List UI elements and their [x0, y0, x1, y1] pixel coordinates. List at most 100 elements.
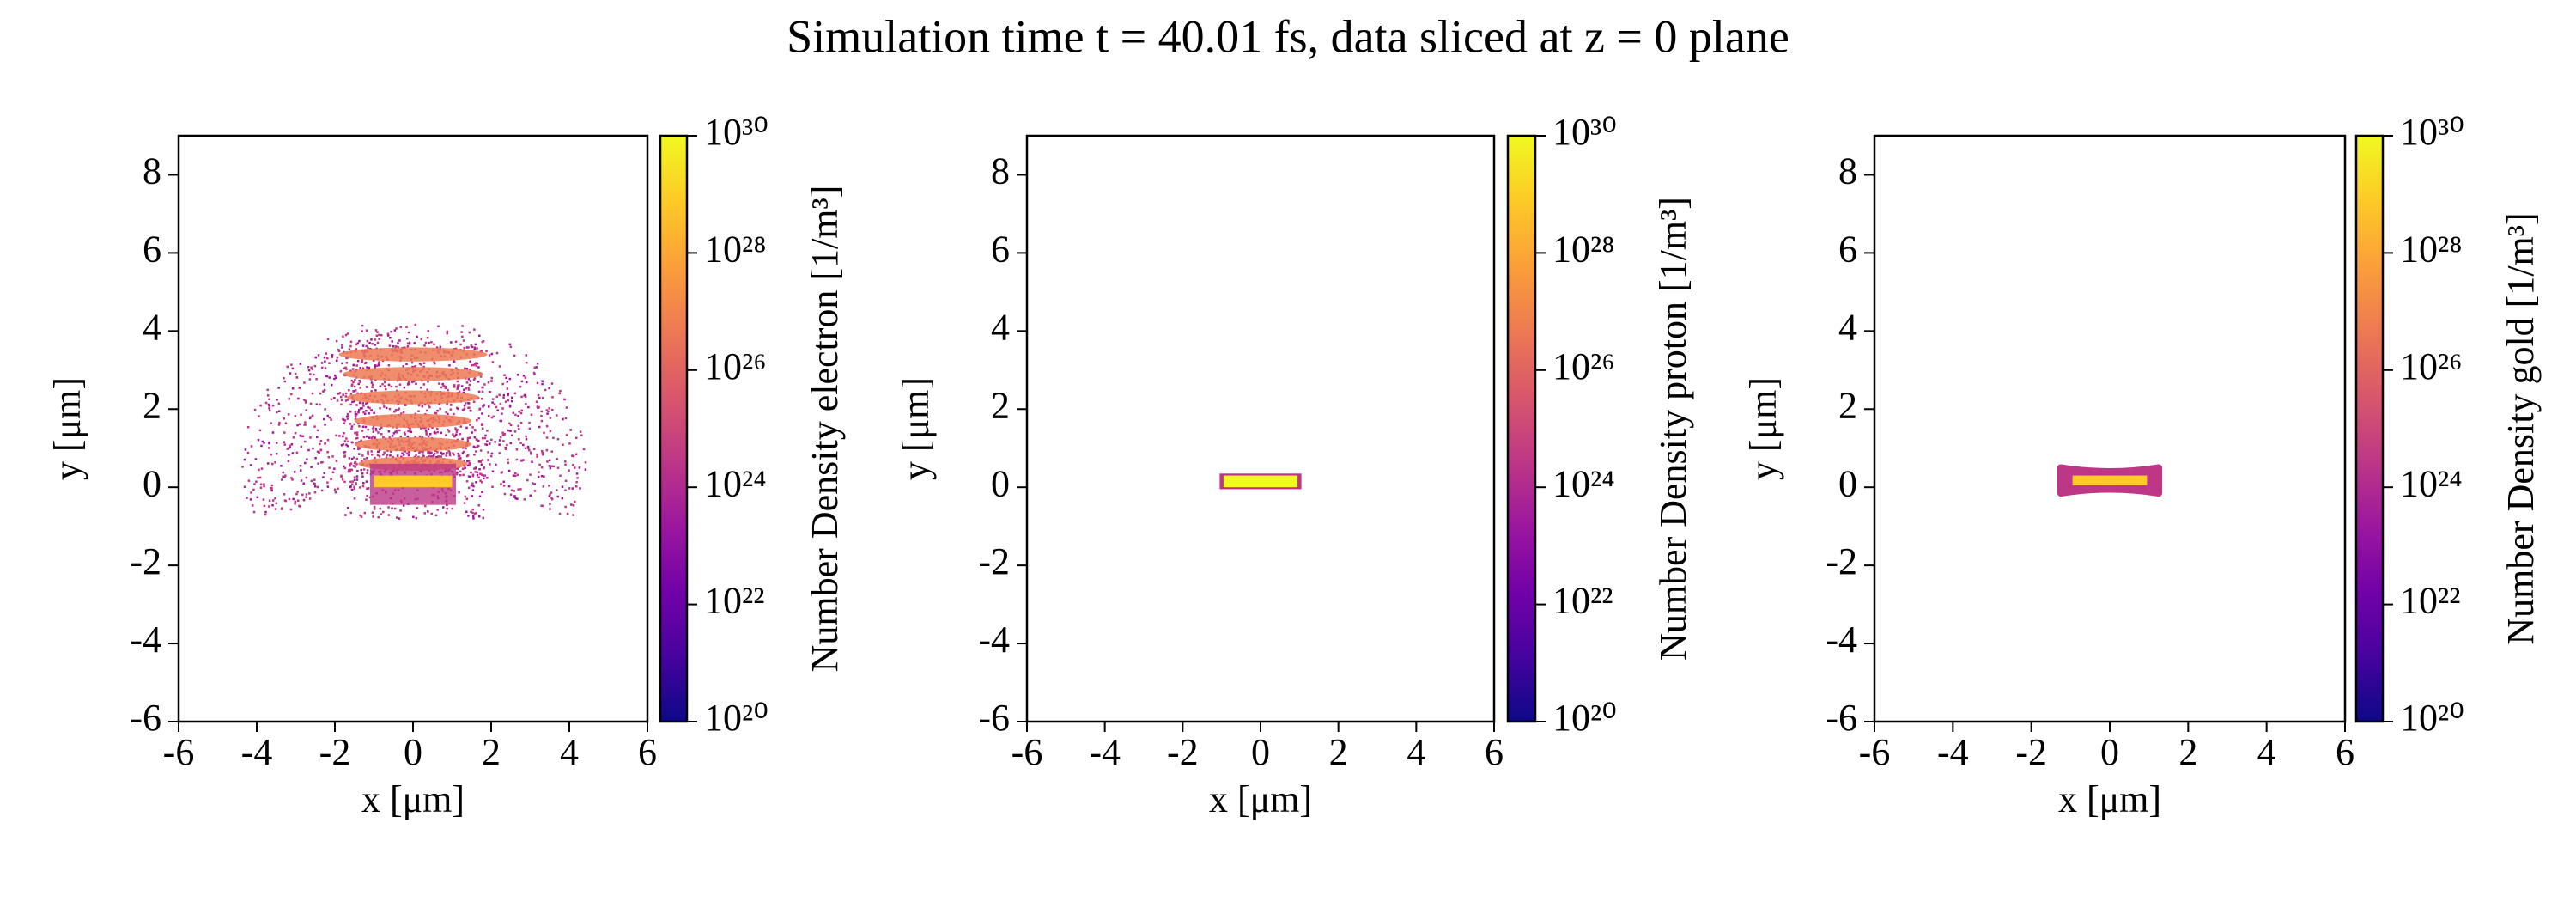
- density-dot: [388, 407, 392, 411]
- density-dot: [498, 443, 501, 446]
- density-dot: [344, 366, 347, 369]
- density-dot: [370, 436, 374, 440]
- density-dot: [501, 471, 504, 473]
- density-dot: [468, 383, 471, 387]
- density-dot: [431, 455, 434, 459]
- density-dot: [344, 392, 348, 395]
- colorbar: [2354, 134, 2385, 723]
- density-dot: [491, 401, 494, 404]
- density-dot: [538, 425, 541, 429]
- density-dot: [270, 489, 273, 492]
- density-dot: [343, 367, 345, 369]
- density-dot: [477, 390, 481, 393]
- density-dot: [390, 385, 393, 388]
- density-dot: [477, 504, 480, 507]
- density-dot: [576, 477, 579, 479]
- density-dot: [484, 443, 487, 446]
- density-dot: [253, 408, 257, 411]
- density-dot: [495, 463, 497, 466]
- density-dot: [541, 449, 544, 453]
- density-dot: [532, 448, 536, 450]
- density-dot: [447, 412, 449, 416]
- density-dot: [457, 454, 460, 457]
- density-dot: [349, 480, 352, 484]
- density-dot: [310, 466, 313, 468]
- density-dot: [373, 505, 376, 509]
- density-dot: [359, 381, 362, 384]
- colorbar-label: Number Density electron [1/m³]: [804, 186, 846, 673]
- density-dot: [319, 403, 321, 406]
- density-dot: [455, 467, 459, 470]
- density-dot: [561, 485, 564, 488]
- density-dot: [302, 482, 305, 485]
- density-dot: [314, 356, 317, 359]
- density-dot: [547, 410, 550, 413]
- density-dot: [542, 452, 544, 454]
- density-dot: [524, 447, 527, 450]
- density-dot: [490, 416, 494, 419]
- density-dot: [392, 432, 396, 435]
- density-dot: [392, 344, 395, 348]
- density-dot: [349, 464, 351, 467]
- density-dot: [546, 460, 549, 463]
- density-dot: [377, 515, 380, 519]
- density-dot: [533, 490, 537, 492]
- density-dot: [466, 464, 470, 467]
- colorbar-tick-label: 10³⁰: [1552, 111, 1617, 153]
- density-dot: [355, 431, 359, 434]
- density-dot: [422, 454, 425, 458]
- density-dot: [388, 436, 392, 439]
- density-dot: [477, 439, 480, 442]
- density-dot: [471, 515, 475, 518]
- density-dot: [391, 435, 394, 437]
- density-dot: [319, 448, 322, 451]
- density-dot: [467, 475, 471, 478]
- density-dot: [346, 445, 349, 448]
- density-dot: [259, 486, 263, 490]
- density-dot: [486, 440, 489, 442]
- density-dot: [353, 487, 356, 491]
- density-dot: [512, 474, 515, 477]
- density-dot: [413, 365, 416, 369]
- density-dot: [481, 491, 483, 493]
- density-dot: [370, 390, 373, 393]
- density-dot: [311, 368, 314, 370]
- density-band: [354, 437, 472, 452]
- y-tick-label: -4: [1826, 619, 1857, 661]
- density-dot: [537, 475, 540, 478]
- density-dot: [263, 442, 265, 444]
- density-dot: [303, 424, 306, 426]
- density-dot: [289, 446, 292, 448]
- density-dot: [507, 392, 510, 395]
- density-dot: [319, 439, 323, 442]
- density-dot: [548, 387, 550, 390]
- density-dot: [360, 515, 363, 518]
- density-dot: [324, 360, 326, 363]
- colorbar-tick-label: 10²⁰: [704, 697, 769, 739]
- y-tick-label: -6: [978, 697, 1010, 739]
- density-dot: [296, 491, 299, 493]
- density-dot: [313, 483, 316, 485]
- density-dot: [474, 446, 477, 449]
- density-dot: [461, 437, 464, 441]
- density-dot: [540, 419, 544, 423]
- density-dot: [336, 356, 339, 359]
- density-dot: [415, 382, 417, 386]
- density-dot: [476, 445, 479, 448]
- density-dot: [486, 477, 489, 479]
- density-dot: [349, 393, 353, 395]
- density-dot: [469, 409, 472, 412]
- density-dot: [489, 454, 493, 458]
- density-dot: [483, 477, 485, 480]
- density-dot: [246, 451, 250, 454]
- density-dot: [362, 411, 365, 414]
- density-dot: [465, 497, 469, 501]
- density-dot: [456, 386, 459, 388]
- density-dot: [477, 366, 480, 369]
- density-dot: [307, 369, 311, 372]
- density-dot: [399, 435, 403, 438]
- density-dot: [517, 428, 520, 430]
- density-dot: [355, 463, 358, 466]
- density-dot: [291, 452, 295, 454]
- density-dot: [375, 429, 378, 432]
